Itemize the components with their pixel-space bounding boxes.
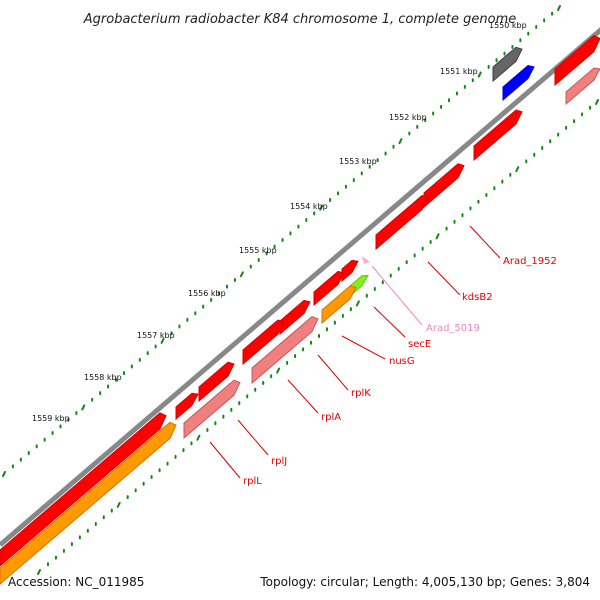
ruler-label: 1555 kbp bbox=[239, 246, 277, 255]
inner-tick bbox=[37, 569, 41, 575]
outer-tick bbox=[81, 404, 86, 411]
gene-orange bbox=[321, 285, 357, 325]
label-leader-line bbox=[427, 261, 461, 296]
gene-red bbox=[175, 392, 199, 421]
gene-light-red bbox=[251, 316, 319, 385]
outer-tick bbox=[2, 471, 6, 477]
inner-tick bbox=[435, 233, 440, 240]
gene-red bbox=[473, 109, 523, 162]
ruler-label: 1554 kbp bbox=[290, 202, 328, 211]
gene-pink-rna bbox=[565, 67, 600, 106]
gene-label: rplA bbox=[321, 412, 341, 423]
gene-red bbox=[0, 412, 167, 567]
gene-red bbox=[375, 195, 429, 251]
ruler-label: 1556 kbp bbox=[188, 289, 226, 298]
ruler-label: 1550 kbp bbox=[489, 21, 527, 30]
ruler-label: 1558 kbp bbox=[84, 373, 122, 382]
label-leader-line bbox=[341, 335, 386, 360]
gene-label: kdsB2 bbox=[462, 292, 493, 303]
gene-features bbox=[0, 34, 600, 585]
accession-text: Accession: NC_011985 bbox=[8, 575, 144, 589]
tick-marks bbox=[2, 5, 599, 575]
gene-red bbox=[242, 319, 285, 366]
gene-red bbox=[341, 259, 359, 283]
gene-label: Arad_1952 bbox=[503, 256, 557, 267]
label-leader-line bbox=[371, 265, 423, 326]
label-leader-line bbox=[209, 441, 241, 479]
outer-tick bbox=[160, 337, 165, 344]
inner-tick bbox=[276, 367, 281, 374]
outer-tick bbox=[557, 5, 561, 11]
outer-tick bbox=[398, 138, 403, 145]
gene-light-red bbox=[183, 379, 241, 440]
outer-tick bbox=[477, 71, 482, 78]
label-leader-line bbox=[237, 419, 269, 456]
gene-label: rplJ bbox=[271, 456, 287, 467]
label-leader-line bbox=[317, 354, 349, 391]
inner-tick bbox=[196, 434, 201, 441]
ruler-label: 1559 kbp bbox=[32, 414, 70, 423]
gene-label: nusG bbox=[389, 356, 415, 367]
ruler-label: 1552 kbp bbox=[389, 113, 427, 122]
inner-tick bbox=[515, 166, 520, 173]
gene-orange-long bbox=[0, 421, 177, 585]
gene-red bbox=[198, 361, 235, 403]
ruler-label: 1551 kbp bbox=[440, 67, 478, 76]
genome-backbone bbox=[0, 27, 600, 547]
label-leader-line bbox=[469, 225, 501, 259]
outer-tick bbox=[239, 271, 244, 278]
ruler-labels: 1550 kbp 1551 kbp 1552 kbp 1553 kbp 1554 kbp… bbox=[32, 21, 527, 423]
gene-gray bbox=[492, 46, 523, 83]
gene-label: rplK bbox=[351, 388, 371, 399]
outer-tick bbox=[319, 204, 324, 211]
ruler-label: 1553 kbp bbox=[339, 157, 377, 166]
gene-top-red bbox=[554, 34, 600, 87]
gene-label: Arad_5019 bbox=[426, 323, 480, 334]
gene-red bbox=[423, 163, 465, 209]
inner-tick bbox=[116, 501, 121, 508]
gene-pink-marker bbox=[362, 256, 370, 264]
gene-label: rplL bbox=[243, 476, 262, 487]
gene-label: secE bbox=[408, 339, 431, 350]
label-leader-line bbox=[373, 306, 406, 338]
ruler-label: 1557 kbp bbox=[137, 331, 175, 340]
inner-tick bbox=[595, 99, 599, 105]
gene-blue bbox=[502, 65, 535, 102]
map-title: Agrobacterium radiobacter K84 chromosome… bbox=[83, 12, 516, 27]
gene-red bbox=[313, 270, 345, 307]
inner-tick bbox=[355, 300, 360, 307]
summary-text: Topology: circular; Length: 4,005,130 bp… bbox=[259, 575, 590, 589]
gene-labels: Arad_1952 kdsB2 Arad_5019 secE nusG rplK rplA r… bbox=[209, 225, 557, 487]
label-leader-line bbox=[287, 379, 319, 414]
